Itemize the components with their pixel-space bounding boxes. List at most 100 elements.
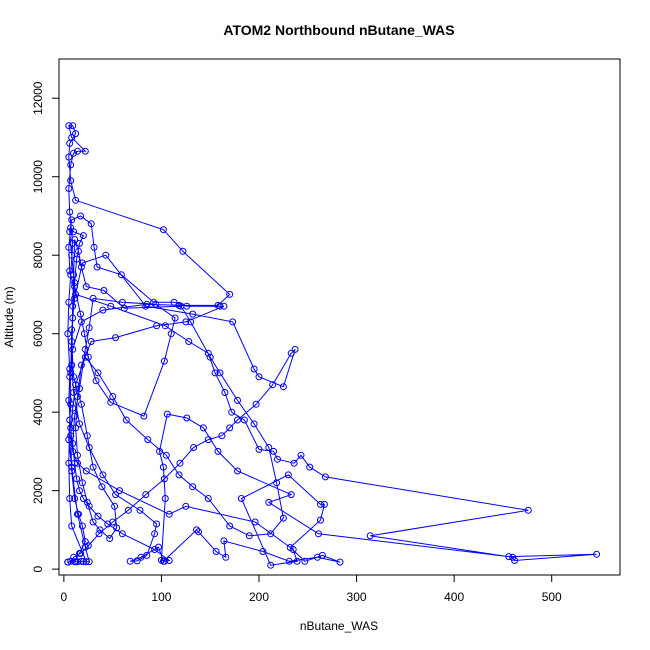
data-point (171, 314, 179, 322)
data-point (113, 524, 121, 532)
data-point (269, 381, 277, 389)
data-point (65, 185, 73, 192)
data-point (195, 528, 202, 536)
data-point (140, 412, 148, 420)
data-point (320, 500, 328, 508)
data-point (162, 451, 170, 459)
data-point (67, 432, 75, 440)
data-point (77, 318, 85, 326)
data-point (67, 557, 75, 565)
data-point (214, 447, 222, 455)
x-tick-label: 100 (151, 590, 171, 604)
data-point (65, 298, 73, 306)
data-point (151, 546, 159, 553)
data-point (77, 400, 85, 408)
data-point (161, 495, 169, 502)
data-point (306, 463, 314, 471)
data-point (99, 471, 107, 479)
data-point (66, 267, 74, 275)
data-point (286, 544, 294, 551)
data-point (163, 410, 171, 418)
data-point (67, 161, 75, 169)
data-point (189, 310, 197, 318)
y-tick-label: 0 (31, 565, 45, 572)
data-point (99, 306, 107, 314)
data-point (67, 177, 75, 185)
data-point (112, 334, 120, 342)
data-point (270, 447, 278, 455)
data-point (69, 345, 77, 353)
data-point (72, 381, 80, 389)
data-point (102, 251, 110, 259)
data-point (93, 263, 101, 271)
data-point (159, 463, 167, 471)
data-point (301, 557, 309, 565)
data-point (136, 506, 144, 514)
data-point (366, 532, 374, 540)
data-point (85, 324, 93, 332)
data-point (76, 487, 83, 495)
data-point (95, 530, 103, 538)
data-point (83, 432, 91, 440)
data-point (77, 212, 84, 220)
data-point (76, 385, 83, 393)
data-point (71, 294, 79, 302)
data-point (67, 400, 75, 408)
data-point (66, 373, 74, 381)
data-point (111, 502, 119, 510)
data-point (160, 557, 168, 565)
data-point (74, 558, 81, 566)
data-point (167, 330, 175, 338)
data-point (82, 558, 90, 566)
data-point (71, 495, 79, 502)
x-tick-label: 400 (444, 590, 464, 604)
data-point (291, 345, 299, 353)
data-point (94, 369, 102, 377)
data-point (226, 522, 234, 530)
data-point (234, 396, 241, 404)
data-point (220, 537, 228, 545)
data-point (70, 271, 78, 279)
data-point (77, 557, 85, 565)
data-point (78, 522, 86, 530)
data-point (75, 510, 82, 518)
data-point (67, 369, 75, 377)
data-point (274, 455, 281, 463)
data-point (77, 549, 84, 557)
y-tick-label: 12000 (31, 81, 45, 115)
data-point (159, 226, 167, 234)
data-point (267, 530, 275, 538)
data-point (77, 310, 84, 318)
data-point (118, 298, 126, 306)
data-point (64, 330, 72, 338)
data-point (67, 224, 75, 232)
data-point (336, 558, 344, 566)
data-point (81, 345, 89, 353)
data-point (77, 263, 85, 271)
data-point (250, 365, 258, 373)
data-point (65, 459, 73, 467)
data-point (265, 498, 273, 506)
data-point (156, 447, 163, 455)
data-point (73, 255, 81, 263)
data-point (78, 479, 86, 487)
data-point (505, 553, 513, 561)
data-point (82, 283, 90, 291)
data-point (245, 532, 253, 540)
data-point (211, 369, 219, 377)
data-point (75, 247, 82, 255)
data-point (66, 495, 74, 502)
data-point (150, 298, 158, 306)
data-point (285, 557, 293, 565)
data-point (220, 302, 228, 310)
data-point (100, 287, 108, 294)
data-point (94, 512, 102, 520)
data-point (77, 361, 85, 369)
data-point (204, 349, 212, 357)
data-point (190, 444, 198, 451)
data-point (84, 542, 92, 550)
data-point (267, 561, 275, 569)
data-point (81, 147, 89, 155)
